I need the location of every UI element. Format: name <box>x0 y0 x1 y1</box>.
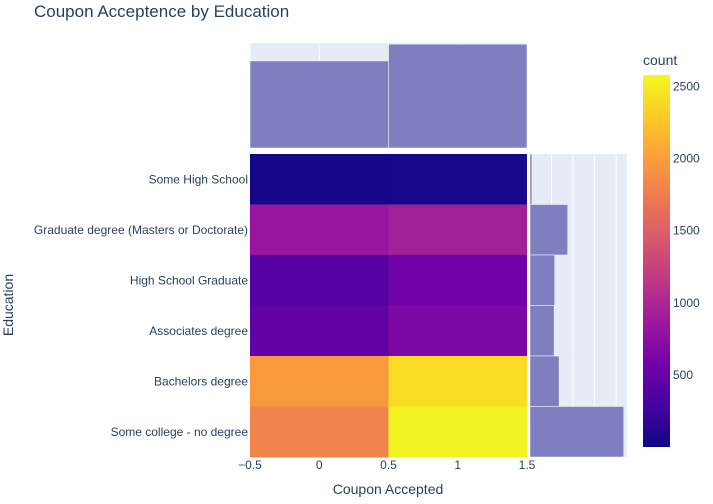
heatmap-cell <box>250 356 389 407</box>
top-marginal-bar <box>249 60 389 149</box>
heatmap-cell <box>388 356 527 407</box>
right-marginal-bar <box>529 254 556 306</box>
top-marginal-bar <box>388 43 528 149</box>
y-tick-label: Bachelors degree <box>154 374 248 388</box>
heatmap-cell <box>388 255 527 306</box>
colorbar-tick-label: 2500 <box>673 80 700 94</box>
x-tick-label: 0 <box>316 458 323 472</box>
colorbar-tick-label: 1000 <box>673 296 700 310</box>
right-marginal-bar <box>529 406 625 458</box>
right-marginal-bar <box>529 355 560 407</box>
y-tick-label: Graduate degree (Masters or Doctorate) <box>34 223 248 237</box>
heatmap-cell <box>250 305 389 357</box>
heatmap-cell <box>388 154 527 205</box>
y-tick-label: Some High School <box>149 172 248 186</box>
x-tick-label: −0.5 <box>238 458 262 472</box>
colorbar-title: count <box>643 52 678 68</box>
heatmap-cell <box>388 406 527 458</box>
x-axis-title: Coupon Accepted <box>332 481 444 497</box>
colorbar-tick-label: 1500 <box>673 224 700 238</box>
top-marginal-histogram <box>249 43 528 149</box>
colorbar-gradient <box>643 75 670 447</box>
right-marginal-histogram <box>529 153 627 458</box>
chart-title: Coupon Acceptence by Education <box>34 2 290 21</box>
heatmap-cell <box>250 255 389 306</box>
x-tick-label: 1.5 <box>519 458 536 472</box>
colorbar-tick-label: 2000 <box>673 152 700 166</box>
heatmap-cell <box>250 406 389 458</box>
x-tick-label: 1 <box>454 458 461 472</box>
heatmap-cell <box>388 305 527 357</box>
right-marginal-bar <box>529 204 568 256</box>
heatmap-cell <box>388 204 527 256</box>
x-tick-label: 0.5 <box>380 458 397 472</box>
right-marginal-bar <box>529 305 555 357</box>
y-tick-label: Some college - no degree <box>111 425 249 439</box>
y-tick-label: High School Graduate <box>130 273 248 287</box>
colorbar: 500 1000 1500 2000 2500 <box>643 75 700 447</box>
right-marginal-bar <box>529 153 533 205</box>
axes: Some High School Graduate degree (Masters… <box>34 172 536 472</box>
y-axis-title: Education <box>0 273 16 337</box>
heatmap-cell <box>250 204 389 256</box>
heatmap-cells <box>250 154 527 458</box>
y-tick-label: Associates degree <box>149 324 248 338</box>
colorbar-tick-label: 500 <box>673 368 693 382</box>
heatmap-cell <box>250 154 389 205</box>
